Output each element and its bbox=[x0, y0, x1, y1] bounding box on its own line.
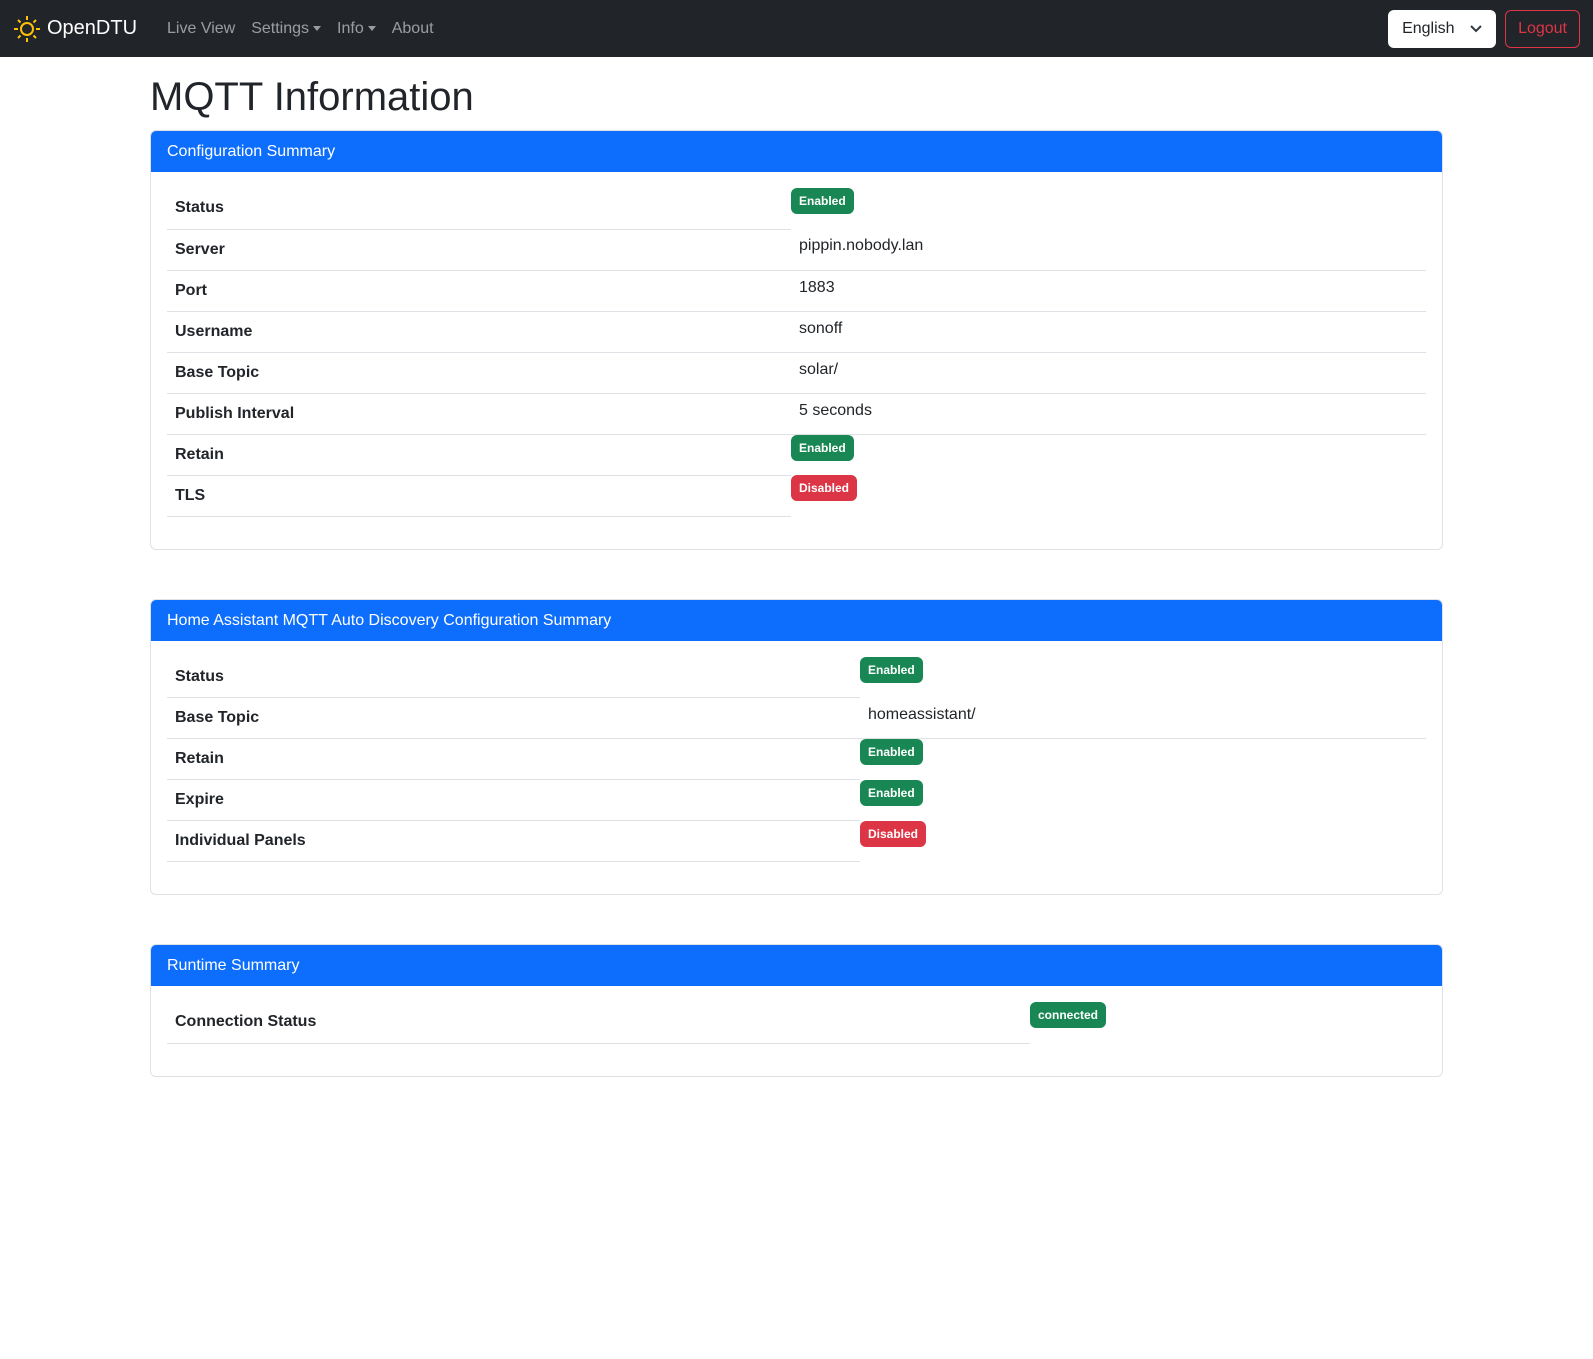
row-value: 1883 bbox=[791, 270, 1426, 312]
card-header: Home Assistant MQTT Auto Discovery Confi… bbox=[151, 599, 1442, 641]
table-row: Status Enabled bbox=[167, 188, 1426, 230]
row-label: Base Topic bbox=[167, 697, 860, 739]
summary-table: Status Enabled Base Topic homeassistant/Ret… bbox=[167, 656, 1426, 862]
nav-info[interactable]: Info bbox=[337, 20, 376, 38]
caret-down-icon bbox=[367, 25, 376, 31]
row-label: Individual Panels bbox=[167, 820, 860, 862]
row-value: solar/ bbox=[791, 352, 1426, 394]
row-label: Username bbox=[167, 311, 791, 353]
status-badge: Disabled bbox=[860, 820, 927, 847]
summary-table: Status Enabled Server pippin.nobody.lan Port… bbox=[167, 188, 1426, 517]
language-select[interactable]: English bbox=[1388, 10, 1497, 48]
nav-info-label: Info bbox=[337, 19, 364, 37]
row-label: Base Topic bbox=[167, 352, 791, 394]
nav-settings-label: Settings bbox=[251, 19, 310, 37]
card-header: Runtime Summary bbox=[151, 945, 1442, 986]
table-row: TLS Disabled bbox=[167, 475, 1426, 517]
page-title: MQTT Information bbox=[150, 75, 474, 119]
table-row: Status Enabled bbox=[167, 656, 1426, 698]
card-header: Configuration Summary bbox=[151, 131, 1442, 172]
logout-button[interactable]: Logout bbox=[1505, 10, 1580, 48]
table-row: Connection Status connected bbox=[167, 1002, 1426, 1044]
nav-live-view[interactable]: Live View bbox=[167, 19, 236, 37]
caret-down-icon bbox=[313, 25, 322, 31]
table-row: Base Topic homeassistant/ bbox=[167, 697, 1426, 739]
row-label: Expire bbox=[167, 779, 860, 821]
row-label: Retain bbox=[167, 434, 791, 476]
table-row: Server pippin.nobody.lan bbox=[167, 229, 1426, 271]
table-row: Username sonoff bbox=[167, 311, 1426, 353]
language-value: English bbox=[1402, 20, 1455, 37]
summary-card: Configuration Summary Status Enabled Server… bbox=[150, 130, 1443, 550]
row-label: Server bbox=[167, 229, 791, 271]
navbar: OpenDTU Live View Settings Info About En… bbox=[0, 0, 1593, 57]
summary-card: Runtime Summary Connection Status connecte… bbox=[150, 944, 1443, 1077]
status-badge: Disabled bbox=[791, 475, 858, 501]
table-row: Port 1883 bbox=[167, 270, 1426, 312]
brand-name: OpenDTU bbox=[47, 17, 138, 39]
summary-table: Connection Status connected bbox=[167, 1002, 1426, 1044]
row-value: sonoff bbox=[791, 311, 1426, 353]
row-value: homeassistant/ bbox=[860, 697, 1426, 739]
status-badge: Enabled bbox=[791, 188, 854, 214]
table-row: Retain Enabled bbox=[167, 434, 1426, 476]
nav-about[interactable]: About bbox=[391, 19, 434, 37]
status-badge: Enabled bbox=[791, 434, 854, 461]
table-row: Publish Interval 5 seconds bbox=[167, 393, 1426, 435]
row-label: Connection Status bbox=[167, 1002, 1030, 1044]
row-label: Status bbox=[167, 656, 860, 698]
nav-settings[interactable]: Settings bbox=[251, 19, 322, 38]
summary-card: Home Assistant MQTT Auto Discovery Confi… bbox=[150, 598, 1443, 895]
row-value: pippin.nobody.lan bbox=[791, 229, 1426, 271]
status-badge: connected bbox=[1030, 1002, 1107, 1028]
row-label: Retain bbox=[167, 738, 860, 780]
brand-link[interactable]: OpenDTU bbox=[12, 14, 137, 44]
table-row: Retain Enabled bbox=[167, 738, 1426, 780]
row-label: Status bbox=[167, 188, 791, 230]
table-row: Individual Panels Disabled bbox=[167, 820, 1426, 862]
status-badge: Enabled bbox=[860, 656, 923, 683]
row-value: 5 seconds bbox=[791, 393, 1426, 435]
table-row: Expire Enabled bbox=[167, 779, 1426, 821]
row-label: Publish Interval bbox=[167, 393, 791, 435]
table-row: Base Topic solar/ bbox=[167, 352, 1426, 394]
status-badge: Enabled bbox=[860, 739, 923, 765]
sun-icon bbox=[14, 15, 40, 42]
row-label: Port bbox=[167, 270, 791, 312]
chevron-down-icon bbox=[1470, 25, 1482, 33]
row-label: TLS bbox=[167, 475, 791, 517]
status-badge: Enabled bbox=[860, 779, 923, 806]
